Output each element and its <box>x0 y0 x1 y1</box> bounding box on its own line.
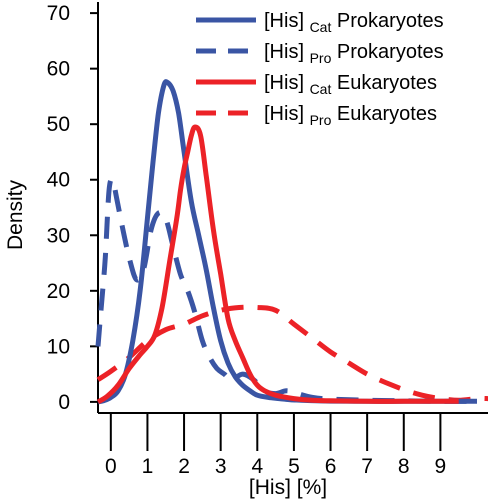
x-axis-ticks: 0 1 2 3 4 5 6 7 8 9 <box>105 413 446 478</box>
y-tick-label: 70 <box>47 2 70 25</box>
x-tick-label: 1 <box>142 455 154 478</box>
y-tick-label: 40 <box>47 169 70 192</box>
legend-label-tail: Prokaryotes <box>331 41 443 63</box>
legend: [His] Cat Prokaryotes[His] Pro Prokaryot… <box>196 10 444 128</box>
series-his-cat-prokaryotes-legend-label: [His] Cat Prokaryotes <box>264 10 444 35</box>
y-tick-label: 20 <box>47 280 70 303</box>
series-his-pro-eukaryotes-legend-label: [His] Pro Eukaryotes <box>264 103 437 128</box>
x-tick-label: 0 <box>105 455 117 478</box>
legend-label-tail: Eukaryotes <box>331 103 437 125</box>
legend-label-subscript: Pro <box>310 112 332 128</box>
y-axis-ticks: 0 10 20 30 40 50 60 70 <box>47 2 98 414</box>
y-tick-label: 50 <box>47 113 70 136</box>
plot-frame <box>97 2 488 414</box>
x-tick-label: 4 <box>251 455 263 478</box>
series-his-pro-eukaryotes-line <box>96 304 489 403</box>
legend-label-main: [His] <box>264 72 310 94</box>
x-tick-label: 3 <box>215 455 227 478</box>
x-tick-label: 8 <box>398 455 410 478</box>
y-tick-label: 60 <box>47 58 70 81</box>
y-tick-label: 10 <box>47 335 70 358</box>
legend-label-subscript: Cat <box>310 81 332 97</box>
legend-label-main: [His] <box>264 103 310 125</box>
series-layer <box>95 79 489 405</box>
series-his-cat-prokaryotes-line <box>97 79 477 405</box>
legend-label-subscript: Pro <box>310 50 332 66</box>
x-axis-label: [His] [%] <box>249 476 327 499</box>
legend-label-tail: Eukaryotes <box>331 72 437 94</box>
y-tick-label: 0 <box>58 391 70 414</box>
series-his-pro-prokaryotes-line <box>95 176 478 404</box>
legend-label-main: [His] <box>264 41 310 63</box>
legend-label-tail: Prokaryotes <box>331 10 443 32</box>
y-axis-label: Density <box>4 179 27 250</box>
y-tick-label: 30 <box>47 224 70 247</box>
x-tick-label: 6 <box>325 455 337 478</box>
series-his-pro-prokaryotes-legend-label: [His] Pro Prokaryotes <box>264 41 444 66</box>
series-his-cat-eukaryotes-line <box>96 124 459 405</box>
series-his-cat-eukaryotes-legend-label: [His] Cat Eukaryotes <box>264 72 437 97</box>
legend-label-subscript: Cat <box>310 19 332 35</box>
legend-label-main: [His] <box>264 10 310 32</box>
x-tick-label: 5 <box>288 455 300 478</box>
x-tick-label: 9 <box>435 455 447 478</box>
x-tick-label: 2 <box>178 455 190 478</box>
x-tick-label: 7 <box>361 455 373 478</box>
